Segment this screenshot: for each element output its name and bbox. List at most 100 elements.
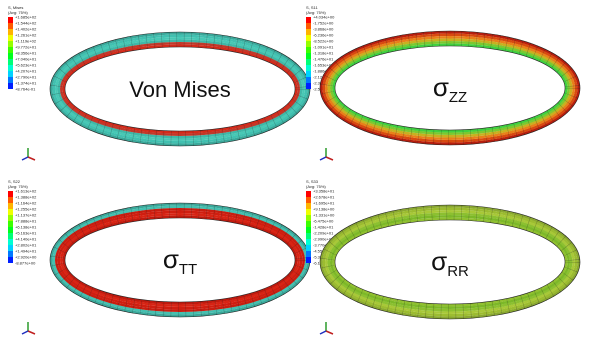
- legend-swatch: [8, 59, 13, 65]
- legend-value: +1.331e+00: [313, 213, 335, 218]
- legend-value: +1.402e+02: [15, 27, 37, 32]
- legend-value: +2.678e+01: [313, 195, 335, 200]
- legend-swatch: [306, 227, 311, 233]
- legend-swatch: [8, 215, 13, 221]
- legend-swatch: [8, 257, 13, 263]
- legend-value: -1.428e+01: [313, 225, 334, 230]
- legend-swatch: [306, 77, 311, 83]
- subscript: TT: [179, 261, 197, 278]
- axis-x: [326, 157, 333, 160]
- legend-value: +1.388e+02: [15, 195, 37, 200]
- legend-value: -1.318e+01: [313, 51, 334, 56]
- legend-swatch: [8, 245, 13, 251]
- legend-swatch: [306, 197, 311, 203]
- legend-value: -3.868e+00: [313, 27, 334, 32]
- legend-swatch: [306, 251, 311, 257]
- panel: S, S33(Avg: 75%)+3.358e+01+2.678e+01+1.6…: [306, 179, 580, 334]
- legend-swatch: [306, 239, 311, 245]
- legend-value: +7.040e+01: [15, 57, 37, 62]
- legend-value: +7.888e+01: [15, 219, 37, 224]
- legend-value: -1.476e+01: [313, 57, 334, 62]
- legend-swatch: [306, 41, 311, 47]
- legend-value: +2.790e+01: [15, 75, 37, 80]
- legend-value: +1.695e+01: [313, 201, 335, 206]
- legend-value: +6.138e+01: [15, 225, 37, 230]
- legend-value: +8.764e-01: [15, 87, 36, 92]
- axis-x: [28, 331, 35, 334]
- subscript: RR: [447, 263, 469, 280]
- panel-label: Von Mises: [129, 77, 231, 102]
- panel: S, Mises(Avg: 75%)+1.685e+02+1.544e+02+1…: [8, 5, 310, 160]
- legend-swatch: [8, 197, 13, 203]
- legend-value: +3.358e+01: [313, 189, 335, 194]
- legend-value: +5.623e+01: [15, 63, 37, 68]
- legend-swatch: [306, 203, 311, 209]
- ring-inner: [335, 46, 565, 130]
- legend-value: +4.034e+00: [313, 15, 335, 20]
- legend-swatch: [8, 17, 13, 23]
- legend-value: -2.209e+01: [313, 231, 334, 236]
- legend-swatch: [8, 53, 13, 59]
- legend-swatch: [8, 35, 13, 41]
- legend-value: +4.207e+01: [15, 69, 37, 74]
- axis-z: [22, 157, 28, 160]
- legend-swatch: [306, 215, 311, 221]
- legend-swatch: [306, 47, 311, 53]
- ring-inner: [335, 220, 565, 304]
- legend-swatch: [306, 17, 311, 23]
- legend-swatch: [8, 47, 13, 53]
- legend-value: +1.494e+01: [15, 249, 37, 254]
- panel: S, S22(Avg: 75%)+1.613e+02+1.388e+02+1.1…: [8, 179, 310, 334]
- legend-value: +5.163e+01: [15, 231, 37, 236]
- legend-swatch: [8, 251, 13, 257]
- legend-swatch: [8, 209, 13, 215]
- legend-swatch: [306, 29, 311, 35]
- legend-swatch: [8, 227, 13, 233]
- legend-swatch: [306, 221, 311, 227]
- legend-swatch: [8, 233, 13, 239]
- legend-swatch: [8, 239, 13, 245]
- legend-value: +9.138e+00: [313, 207, 335, 212]
- legend-value: +1.255e+02: [15, 207, 37, 212]
- legend-swatch: [8, 203, 13, 209]
- legend-value: +1.544e+02: [15, 21, 37, 26]
- legend-swatch: [8, 29, 13, 35]
- legend-value: +1.119e+02: [15, 39, 37, 44]
- legend-value: +2.802e+01: [15, 243, 37, 248]
- legend-swatch: [306, 53, 311, 59]
- legend-value: +9.772e+01: [15, 45, 37, 50]
- legend-value: -8.877e+00: [15, 261, 36, 266]
- legend-value: -6.236e+00: [313, 33, 334, 38]
- legend-swatch: [306, 65, 311, 71]
- axis-z: [320, 331, 326, 334]
- legend-swatch: [306, 233, 311, 239]
- legend-swatch: [306, 209, 311, 215]
- legend-swatch: [306, 35, 311, 41]
- axis-x: [326, 331, 333, 334]
- legend-value: +8.356e+01: [15, 51, 37, 56]
- subscript: ZZ: [449, 89, 467, 106]
- legend-swatch: [306, 83, 311, 89]
- legend-value: -1.091e+01: [313, 45, 334, 50]
- legend-swatch: [8, 65, 13, 71]
- axis-z: [320, 157, 326, 160]
- legend-swatch: [8, 191, 13, 197]
- legend-value: +2.920e+00: [15, 255, 37, 260]
- legend-value: +1.685e+02: [15, 15, 37, 20]
- legend-value: +4.140e+01: [15, 237, 37, 242]
- legend-value: +1.613e+02: [15, 189, 37, 194]
- legend-value: +1.137e+02: [15, 213, 37, 218]
- legend-swatch: [8, 41, 13, 47]
- legend-swatch: [306, 245, 311, 251]
- figure: S, Mises(Avg: 75%)+1.685e+02+1.544e+02+1…: [0, 0, 598, 347]
- legend-value: -1.752e+00: [313, 21, 334, 26]
- legend-value: -8.522e+00: [313, 39, 334, 44]
- sigma: σ: [431, 246, 447, 276]
- legend-value: -6.475e+00: [313, 219, 334, 224]
- legend-swatch: [8, 23, 13, 29]
- legend-swatch: [8, 77, 13, 83]
- legend-swatch: [8, 83, 13, 89]
- legend-swatch: [306, 257, 311, 263]
- legend-value: +1.164e+02: [15, 201, 37, 206]
- ring-inner: [65, 218, 295, 302]
